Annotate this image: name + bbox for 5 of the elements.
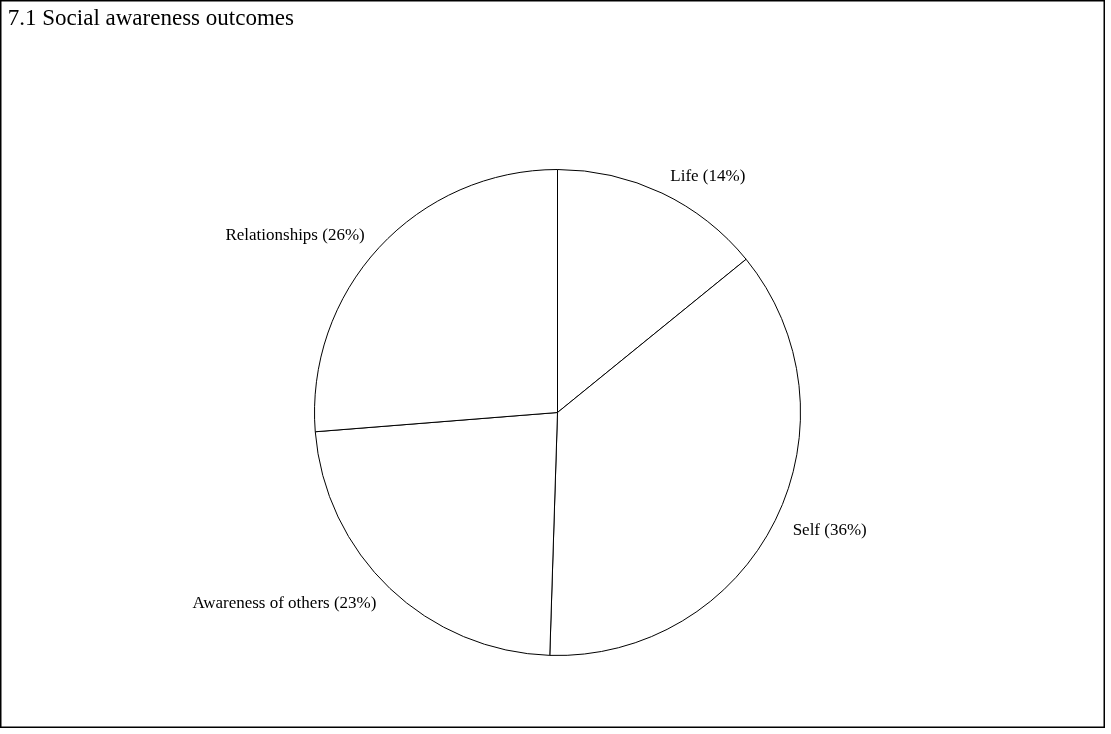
slice-label: Awareness of others (23%) — [192, 592, 377, 612]
slice-label: Life (14%) — [670, 166, 746, 186]
slice-label: Relationships (26%) — [225, 224, 365, 244]
chart-title: 7.1 Social awareness outcomes — [7, 5, 294, 31]
slice-label: Self (36%) — [792, 519, 867, 539]
